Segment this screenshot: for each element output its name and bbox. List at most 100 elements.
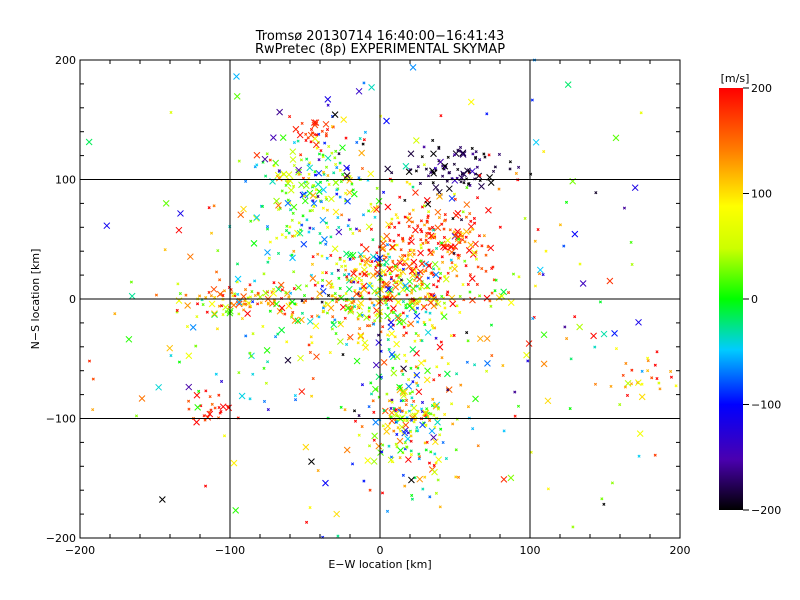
- data-point: [330, 271, 334, 276]
- data-point: [464, 167, 471, 175]
- data-point: [468, 290, 472, 294]
- data-point: [432, 463, 436, 468]
- data-point: [388, 255, 392, 259]
- data-point: [322, 479, 329, 487]
- data-point: [420, 230, 424, 234]
- data-point: [347, 272, 351, 276]
- data-point: [432, 271, 440, 279]
- data-point: [440, 255, 444, 259]
- data-point: [448, 228, 452, 232]
- data-point: [459, 383, 463, 387]
- data-point: [401, 253, 405, 257]
- data-point: [463, 201, 471, 208]
- data-point: [275, 202, 282, 209]
- data-point: [385, 509, 390, 513]
- data-point: [456, 253, 460, 257]
- data-point: [187, 399, 191, 403]
- colorbar-tick-label: −200: [751, 504, 781, 517]
- data-point: [343, 446, 351, 454]
- data-point: [402, 325, 406, 329]
- data-point: [459, 151, 467, 158]
- data-point: [406, 431, 410, 435]
- data-point: [382, 254, 386, 258]
- data-point: [639, 111, 643, 115]
- data-point: [358, 272, 362, 276]
- data-point: [452, 230, 456, 234]
- data-point: [658, 387, 662, 391]
- data-point: [476, 444, 480, 448]
- data-point: [230, 291, 234, 295]
- data-point: [175, 226, 183, 234]
- data-point: [416, 224, 420, 228]
- data-point: [333, 510, 341, 518]
- data-point: [300, 240, 308, 248]
- data-point: [278, 304, 286, 312]
- data-point: [386, 337, 390, 342]
- data-point: [423, 441, 427, 445]
- data-point: [507, 299, 515, 306]
- y-tick-label: −100: [46, 413, 76, 426]
- data-point: [419, 243, 423, 247]
- data-point: [306, 189, 314, 197]
- data-point: [393, 264, 397, 268]
- data-point: [436, 193, 443, 200]
- data-point: [468, 230, 472, 234]
- data-point: [397, 446, 404, 454]
- data-point: [412, 420, 416, 424]
- data-point: [330, 124, 334, 129]
- data-point: [497, 152, 501, 156]
- data-point: [331, 315, 335, 319]
- data-point: [419, 238, 423, 242]
- data-point: [441, 174, 445, 178]
- data-point: [292, 163, 296, 168]
- data-point: [414, 331, 418, 336]
- data-point: [442, 301, 446, 305]
- data-point: [427, 299, 435, 307]
- data-point: [387, 444, 391, 448]
- data-point: [291, 310, 295, 314]
- data-point: [276, 251, 281, 255]
- data-point: [459, 218, 464, 222]
- data-point: [435, 365, 439, 369]
- data-point: [480, 244, 484, 248]
- data-point: [409, 304, 417, 312]
- data-point: [317, 132, 321, 136]
- data-point: [201, 303, 205, 307]
- data-point: [363, 314, 370, 322]
- data-point: [300, 223, 304, 227]
- data-point: [253, 151, 261, 159]
- data-point: [346, 285, 353, 293]
- data-point: [287, 231, 291, 235]
- data-point: [454, 448, 458, 452]
- data-point: [369, 392, 374, 396]
- data-point: [490, 353, 494, 358]
- data-point: [328, 350, 332, 355]
- data-point: [221, 313, 225, 317]
- data-point: [429, 450, 433, 454]
- data-point: [368, 84, 375, 91]
- data-point: [558, 223, 562, 227]
- data-point: [275, 285, 282, 293]
- data-point: [449, 334, 453, 338]
- data-point: [324, 271, 328, 275]
- data-point: [428, 311, 432, 315]
- data-point: [405, 293, 409, 297]
- data-point: [234, 275, 242, 283]
- data-point: [310, 314, 314, 319]
- data-point: [308, 350, 312, 354]
- data-point: [313, 283, 317, 287]
- data-point: [410, 396, 414, 400]
- data-point: [325, 208, 329, 212]
- data-point: [410, 418, 414, 422]
- data-point: [424, 234, 428, 238]
- data-point: [313, 132, 317, 137]
- data-point: [320, 129, 324, 133]
- data-point: [347, 336, 351, 340]
- data-point: [336, 215, 340, 220]
- data-point: [327, 182, 331, 187]
- data-point: [457, 149, 461, 153]
- data-point: [322, 172, 326, 176]
- data-point: [313, 353, 320, 361]
- data-point: [195, 315, 199, 319]
- data-point: [385, 285, 392, 293]
